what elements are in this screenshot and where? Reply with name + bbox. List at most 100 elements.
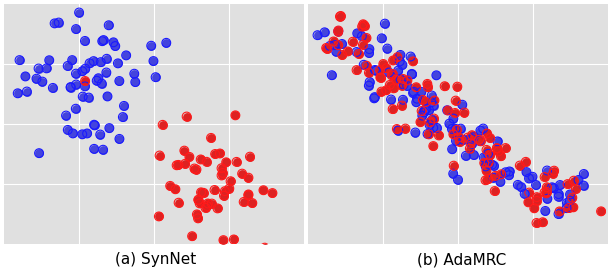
Point	[80, 39, 90, 43]
Point	[222, 160, 231, 164]
Point	[74, 10, 84, 15]
Point	[193, 198, 203, 202]
Point	[110, 44, 120, 48]
Point	[15, 58, 24, 62]
Point	[20, 74, 30, 79]
Point	[427, 118, 437, 122]
Point	[336, 14, 346, 18]
Point	[357, 34, 367, 38]
Point	[397, 83, 407, 88]
Point	[218, 238, 228, 242]
Point	[428, 126, 438, 130]
Point	[392, 127, 401, 131]
Point	[327, 73, 337, 77]
Point	[380, 22, 390, 26]
Point	[411, 100, 421, 104]
Point	[267, 191, 277, 195]
Point	[418, 98, 428, 102]
Point	[396, 77, 406, 82]
Point	[524, 190, 534, 195]
Point	[564, 206, 574, 210]
Point	[529, 206, 539, 210]
Point	[71, 82, 81, 87]
Point	[196, 157, 206, 162]
Point	[63, 128, 73, 132]
Point	[542, 191, 551, 195]
Point	[423, 132, 433, 136]
Point	[406, 54, 416, 59]
Point	[119, 104, 129, 108]
Point	[203, 201, 213, 206]
Point	[456, 126, 466, 131]
Point	[193, 216, 203, 221]
Point	[407, 72, 417, 76]
Point	[476, 129, 485, 133]
Point	[187, 234, 197, 238]
Point	[244, 176, 253, 180]
Point	[171, 187, 181, 191]
Point	[146, 43, 156, 48]
Point	[199, 191, 209, 195]
Point	[364, 70, 374, 75]
Point	[444, 122, 454, 126]
Point	[388, 107, 398, 111]
Point	[155, 153, 165, 158]
Point	[319, 30, 329, 35]
Point	[151, 75, 160, 79]
Point	[394, 129, 403, 133]
Point	[196, 190, 206, 194]
Point	[513, 183, 523, 187]
Point	[343, 49, 353, 53]
Point	[505, 169, 515, 174]
Point	[442, 108, 452, 112]
Point	[455, 140, 465, 144]
Point	[68, 131, 78, 136]
Point	[474, 137, 484, 142]
Point	[398, 98, 408, 102]
Point	[105, 126, 114, 130]
Point	[99, 38, 108, 42]
Point	[174, 201, 184, 205]
Point	[98, 148, 108, 152]
Point	[34, 151, 44, 155]
Point	[388, 72, 398, 76]
Point	[455, 140, 465, 144]
Point	[432, 126, 442, 130]
Point	[540, 209, 550, 213]
Point	[172, 163, 182, 167]
Point	[192, 167, 201, 172]
Point	[475, 139, 485, 143]
Point	[463, 136, 472, 140]
Point	[411, 130, 420, 135]
Point	[457, 103, 467, 107]
Point	[542, 185, 552, 190]
Point	[562, 201, 572, 205]
Point	[395, 53, 405, 57]
Point	[397, 103, 407, 108]
Point	[562, 206, 572, 210]
Point	[542, 168, 552, 173]
Point	[490, 189, 499, 193]
Point	[89, 147, 99, 151]
Point	[337, 42, 347, 46]
Point	[479, 126, 488, 131]
Point	[542, 197, 552, 201]
Point	[475, 139, 485, 143]
Point	[579, 184, 589, 188]
Point	[380, 22, 390, 26]
Point	[331, 49, 341, 54]
Point	[245, 154, 255, 159]
Point	[149, 59, 159, 63]
Point	[443, 108, 453, 113]
Point	[319, 30, 329, 35]
Point	[466, 141, 476, 146]
Point	[82, 131, 92, 136]
Point	[451, 99, 461, 103]
Point	[395, 53, 405, 57]
Point	[554, 195, 564, 199]
Point	[482, 131, 491, 136]
Point	[89, 123, 99, 127]
Point	[562, 206, 572, 210]
Point	[569, 205, 578, 210]
Point	[549, 186, 559, 190]
